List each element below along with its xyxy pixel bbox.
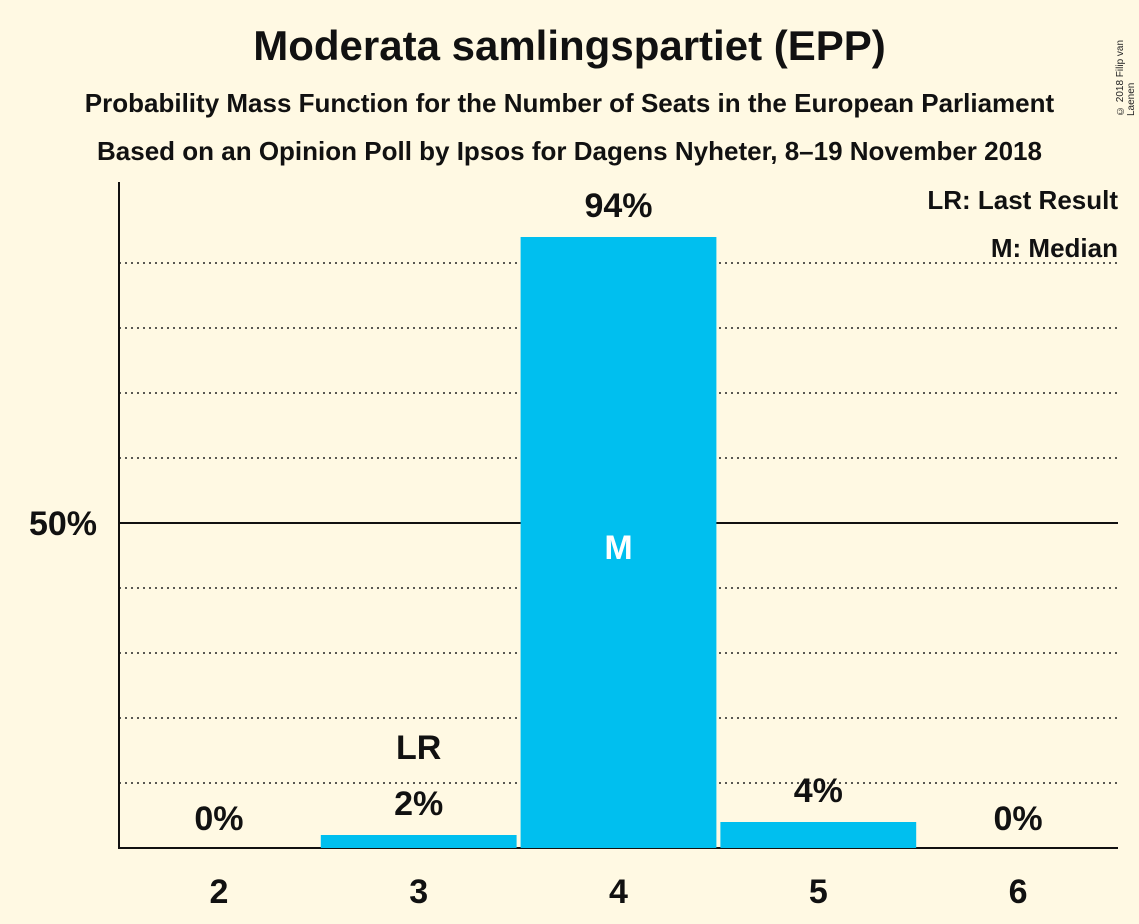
last-result-marker: LR bbox=[396, 729, 441, 767]
x-tick-label: 5 bbox=[809, 873, 828, 911]
value-label: 2% bbox=[394, 785, 443, 823]
bar-5 bbox=[720, 822, 917, 848]
bar-4 bbox=[520, 237, 717, 848]
value-label: 94% bbox=[584, 187, 652, 225]
x-tick-label: 2 bbox=[209, 873, 228, 911]
chart-subtitle-source: Based on an Opinion Poll by Ipsos for Da… bbox=[97, 136, 1042, 166]
x-tick-label: 3 bbox=[409, 873, 428, 911]
bar-3 bbox=[320, 835, 517, 848]
chart-subtitle: Probability Mass Function for the Number… bbox=[84, 88, 1055, 118]
median-marker: M bbox=[604, 529, 632, 567]
x-tick-label: 4 bbox=[609, 873, 628, 911]
x-tick-label: 6 bbox=[1009, 873, 1028, 911]
value-label: 4% bbox=[794, 772, 843, 810]
chart-title: Moderata samlingspartiet (EPP) bbox=[253, 22, 886, 69]
legend-last-result: LR: Last Result bbox=[927, 185, 1118, 215]
legend-median: M: Median bbox=[991, 233, 1118, 263]
value-label: 0% bbox=[994, 800, 1043, 838]
y-tick-label: 50% bbox=[29, 505, 97, 543]
bars bbox=[320, 237, 917, 848]
value-label: 0% bbox=[194, 800, 243, 838]
